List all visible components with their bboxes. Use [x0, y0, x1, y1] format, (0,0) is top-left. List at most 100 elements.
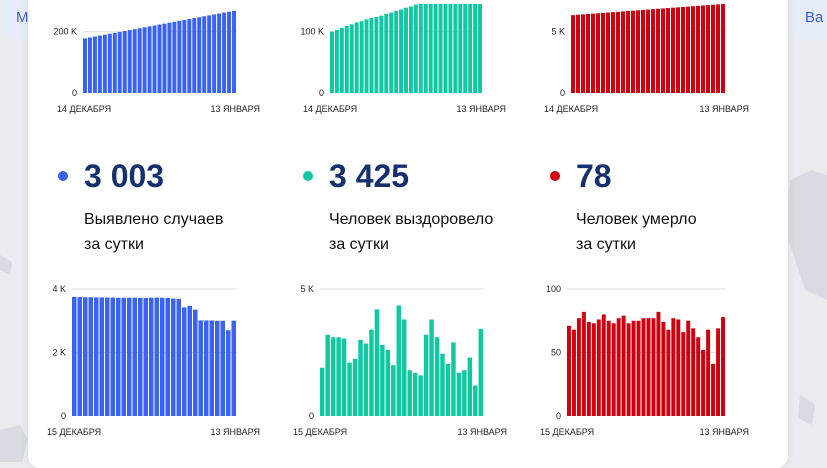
cases-number: 3 003	[84, 158, 165, 194]
daily-recovered-bar	[456, 372, 462, 416]
total-deaths-bar	[706, 5, 710, 93]
total-deaths-bar	[586, 14, 590, 94]
daily-deaths-bar	[567, 325, 571, 416]
total-deaths-bar	[626, 11, 630, 93]
daily-cases-y-tick: 0	[61, 411, 66, 421]
daily-deaths-bar	[641, 318, 646, 416]
daily-deaths-bar	[601, 314, 606, 416]
daily-cases-bar	[154, 297, 159, 416]
total-deaths-bar	[666, 8, 670, 94]
total-cases-bar	[177, 20, 182, 93]
daily-cases-y-tick: 4 K	[52, 284, 66, 294]
total-cases-bar	[207, 15, 212, 94]
stat-cases: 3 003 Выявлено случаев за сутки	[58, 158, 278, 268]
total-deaths-bar	[701, 5, 705, 94]
daily-deaths-y-tick: 0	[556, 411, 561, 421]
daily-recovered-bar	[391, 365, 396, 416]
total-recovered-x-start-label: 14 ДЕКАБРЯ	[303, 104, 357, 114]
daily-deaths-bar	[586, 322, 591, 416]
daily-cases-bar	[149, 297, 154, 416]
next-button-label: Ва	[805, 9, 824, 26]
total-cases-x-start-label: 14 ДЕКАБРЯ	[57, 104, 111, 114]
daily-recovered-bar	[336, 337, 341, 416]
daily-cases-bar	[72, 296, 77, 416]
daily-cases-bar	[165, 297, 170, 416]
daily-cases-x-start-label: 15 ДЕКАБРЯ	[47, 427, 101, 437]
daily-deaths-bar	[681, 332, 686, 416]
chart-daily-recovered: 0 5 K 15 ДЕКАБРЯ 13 ЯНВАРЯ	[293, 284, 507, 437]
total-cases-bar	[232, 10, 236, 93]
total-deaths-bar	[661, 8, 665, 94]
total-cases-bar	[202, 16, 207, 93]
total-deaths-bar	[646, 9, 650, 93]
daily-cases-bar	[138, 297, 143, 416]
cases-label-line1: Выявлено случаев	[84, 211, 224, 228]
total-recovered-bar	[354, 22, 359, 93]
total-cases-bar	[192, 18, 197, 93]
total-cases-bar	[122, 31, 127, 93]
deaths-label-line2: за сутки	[576, 236, 636, 253]
daily-deaths-bar	[621, 315, 626, 416]
daily-cases-bar	[215, 320, 220, 416]
daily-cases-bar	[171, 298, 176, 416]
daily-cases-bar	[231, 320, 236, 416]
daily-deaths-bar	[676, 319, 681, 416]
daily-cases-bar	[193, 309, 198, 416]
total-deaths-bar	[581, 14, 585, 94]
total-cases-bar	[217, 13, 222, 93]
total-deaths-y-tick: 5 K	[551, 27, 565, 37]
daily-recovered-bar	[374, 309, 380, 416]
total-deaths-bar	[621, 11, 625, 94]
daily-deaths-bar	[661, 322, 666, 416]
total-deaths-y-tick: 0	[560, 88, 565, 98]
total-recovered-bar	[463, 4, 468, 93]
total-recovered-bar	[413, 4, 418, 94]
daily-recovered-bar	[363, 343, 369, 416]
cases-dot-icon	[58, 171, 68, 181]
total-recovered-bar	[334, 29, 339, 93]
daily-deaths-bar	[596, 319, 601, 416]
total-recovered-bar	[433, 4, 438, 93]
daily-cases-bar	[77, 297, 82, 416]
daily-recovered-bar	[429, 319, 434, 416]
total-recovered-bar	[384, 13, 389, 94]
total-deaths-bar	[716, 4, 720, 93]
total-cases-bar	[222, 12, 227, 94]
daily-cases-y-tick: 2 K	[52, 348, 66, 358]
total-recovered-bar	[478, 4, 482, 93]
chart-daily-cases: 0 2 K 4 K 15 ДЕКАБРЯ 13 ЯНВАРЯ	[47, 284, 260, 437]
total-deaths-bar	[721, 4, 725, 93]
total-cases-bar	[132, 29, 137, 93]
total-deaths-bar	[611, 12, 615, 93]
daily-cases-bar	[94, 297, 99, 416]
daily-deaths-bar	[706, 329, 711, 416]
total-deaths-bar	[651, 9, 655, 94]
daily-recovered-bar	[385, 349, 391, 416]
total-cases-bar	[142, 27, 147, 93]
daily-recovered-x-end-label: 13 ЯНВАРЯ	[457, 427, 507, 437]
daily-deaths-bar	[711, 363, 716, 416]
total-recovered-bar	[399, 9, 404, 93]
total-deaths-bar	[631, 10, 635, 93]
chart-total-deaths: 0 5 K 14 ДЕКАБРЯ 13 ЯНВАРЯ	[544, 4, 749, 114]
daily-deaths-bar	[571, 329, 576, 416]
total-deaths-bar	[641, 9, 645, 93]
daily-deaths-bar	[691, 328, 696, 416]
total-deaths-bar	[596, 13, 600, 93]
total-deaths-bar	[591, 13, 595, 94]
daily-deaths-bar	[616, 318, 621, 416]
deaths-number: 78	[576, 158, 612, 194]
total-recovered-bar	[330, 31, 334, 93]
next-button[interactable]: Ва	[793, 0, 827, 40]
total-recovered-y-tick: 100 K	[300, 27, 324, 37]
total-recovered-y-tick: 0	[319, 88, 324, 98]
total-cases-bar	[83, 38, 87, 93]
total-deaths-x-end-label: 13 ЯНВАРЯ	[699, 104, 749, 114]
daily-cases-bar	[143, 297, 148, 416]
daily-cases-bar	[121, 297, 126, 416]
daily-cases-bar	[198, 320, 203, 416]
daily-recovered-x-start-label: 15 ДЕКАБРЯ	[293, 427, 347, 437]
daily-cases-bar	[160, 297, 165, 416]
daily-deaths-bar	[671, 318, 676, 416]
